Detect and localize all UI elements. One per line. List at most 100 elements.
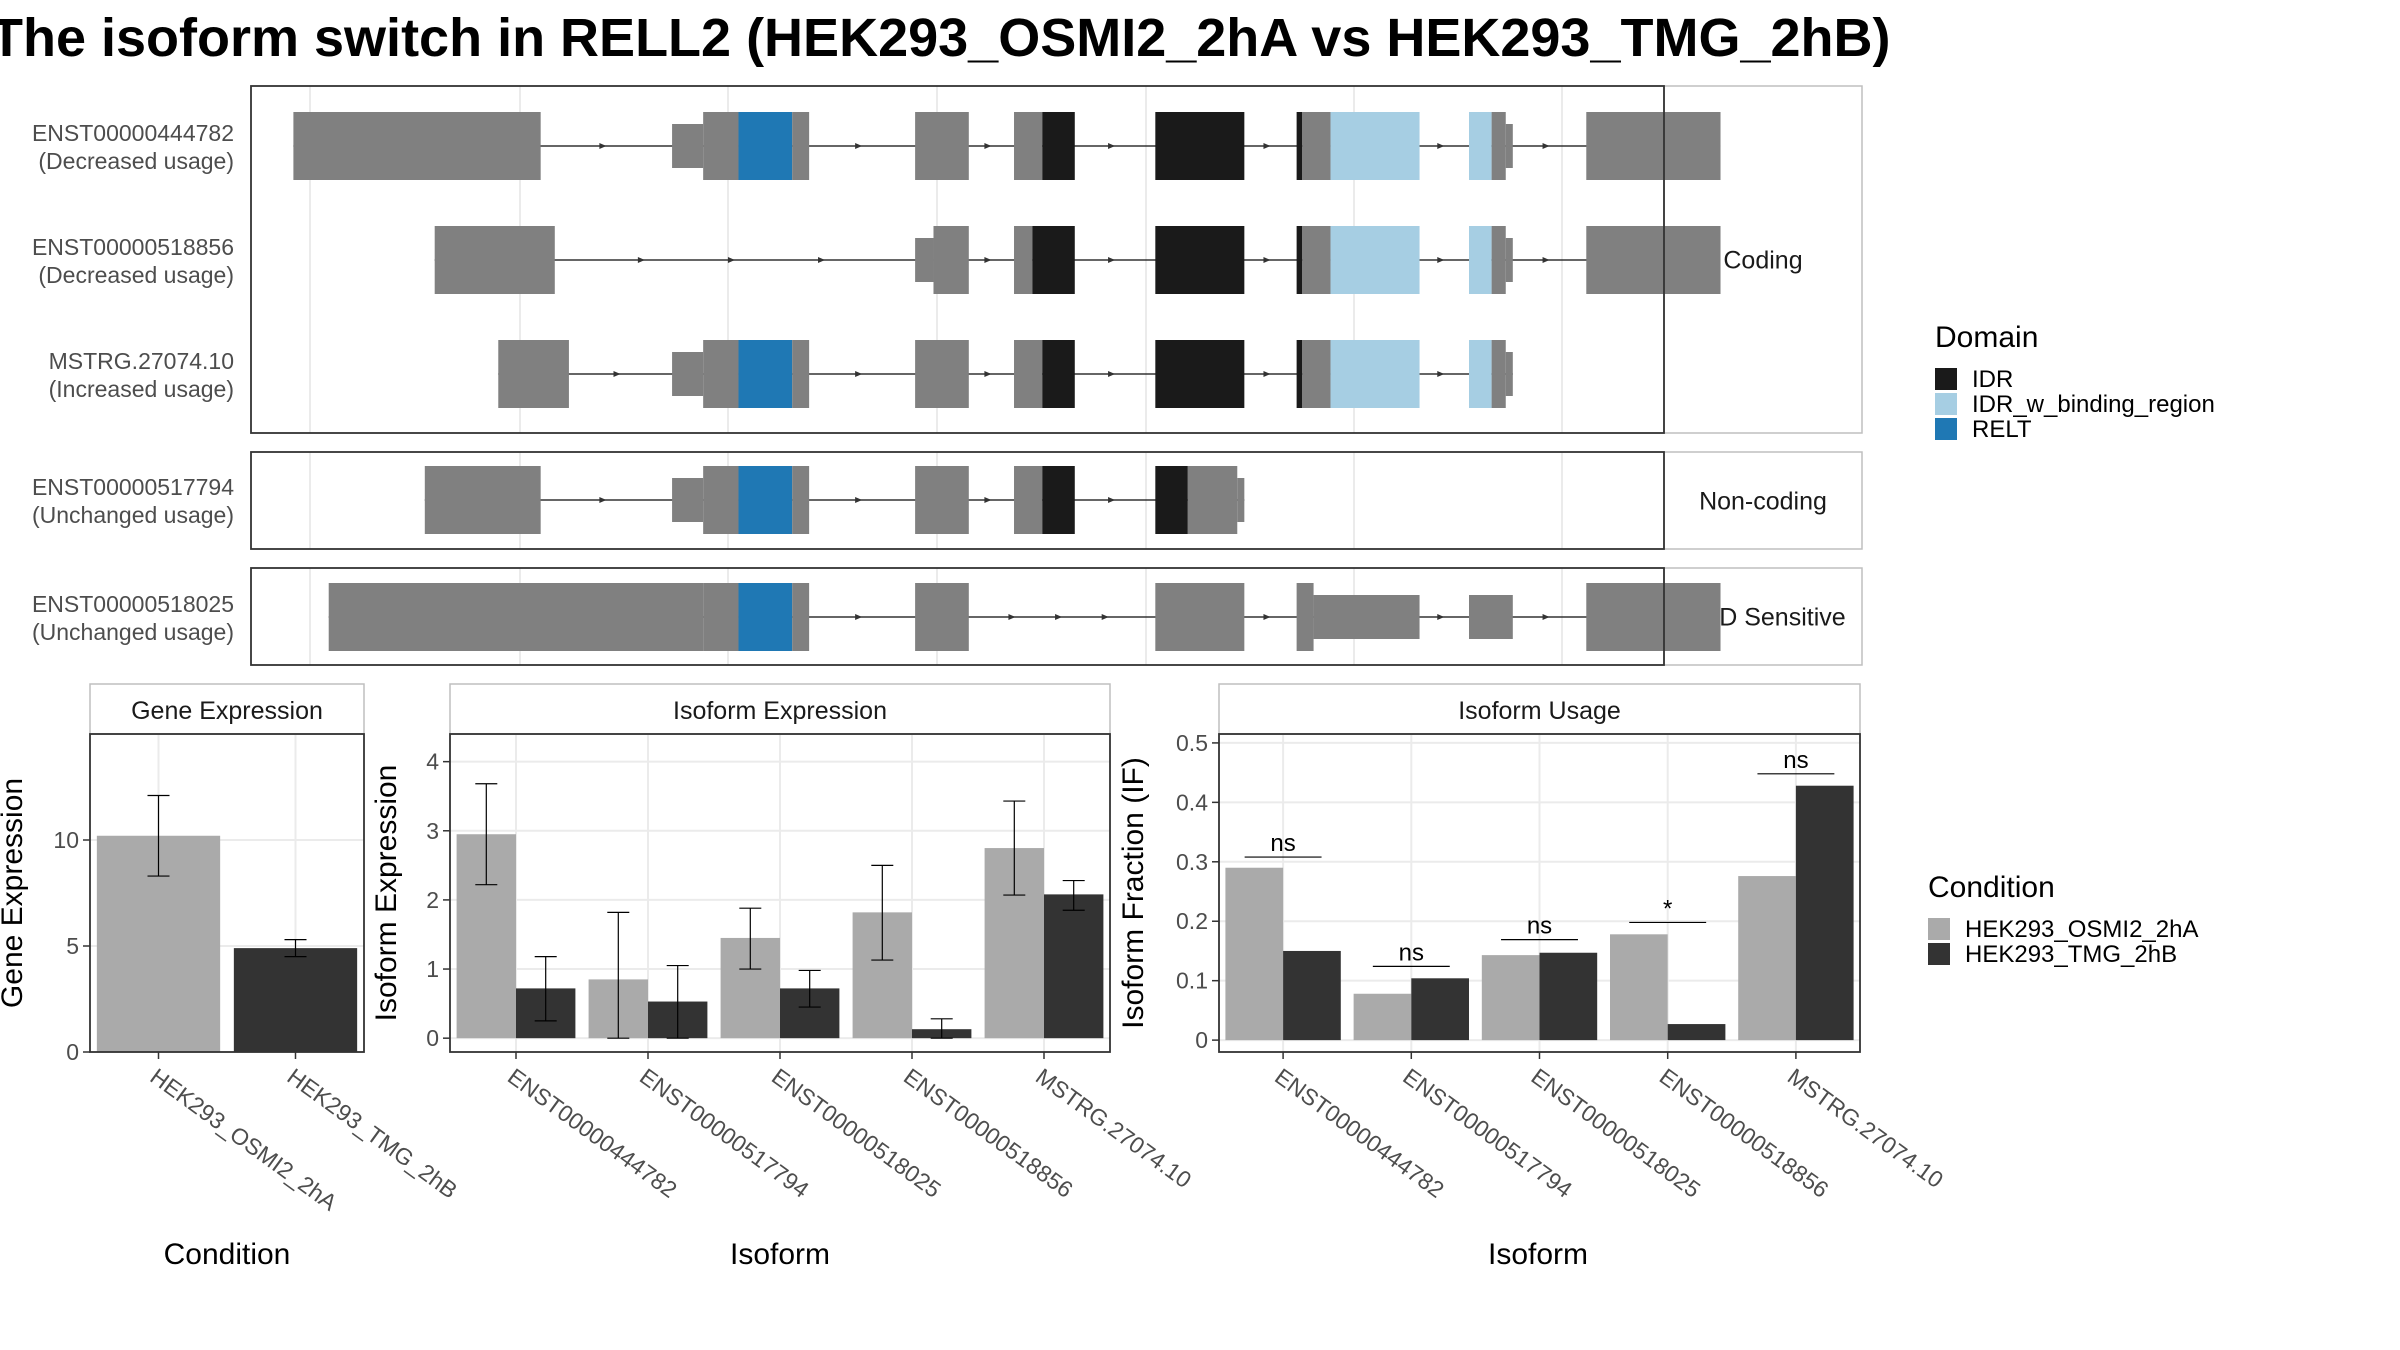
intron-arrow xyxy=(1263,257,1271,263)
segment-exon xyxy=(1505,352,1513,396)
segment-exon xyxy=(1014,112,1043,180)
segment-exon xyxy=(703,583,739,651)
segment-IDR xyxy=(1155,112,1245,180)
segment-exon xyxy=(1187,466,1238,534)
segment-exon xyxy=(915,466,969,534)
domain-legend-key-IDR xyxy=(1935,368,1957,390)
segment-exon xyxy=(672,478,704,522)
y-axis-label: Isoform Fraction (IF) xyxy=(1117,757,1150,1029)
intron-arrow xyxy=(599,497,607,503)
segment-IDR_w_binding_region xyxy=(1469,226,1492,294)
significance-label: ns xyxy=(1527,913,1552,940)
segment-exon xyxy=(792,466,810,534)
transcript-id-label: ENST00000518856 xyxy=(32,234,234,260)
transcript-ENST00000444782: ENST00000444782(Decreased usage) xyxy=(32,112,1721,180)
segment-exon xyxy=(703,340,739,408)
intron-arrow xyxy=(1108,257,1116,263)
transcript-ENST00000518856: ENST00000518856(Decreased usage) xyxy=(32,226,1721,294)
bar-ENST00000444782-HEK293_TMG_2hB xyxy=(1283,950,1341,1041)
segment-exon xyxy=(672,352,704,396)
facet-strip xyxy=(1663,451,1863,550)
y-tick-label: 0 xyxy=(1195,1027,1208,1053)
bar-MSTRG.27074.10-HEK293_OSMI2_2hA xyxy=(1738,876,1796,1041)
chart-title: Gene Expression xyxy=(131,697,323,725)
facet-label: Coding xyxy=(1723,247,1802,275)
segment-exon xyxy=(1313,595,1420,639)
intron-arrow xyxy=(855,371,863,377)
transcript-ENST00000518025: ENST00000518025(Unchanged usage) xyxy=(32,583,1721,651)
condition-legend-key-0 xyxy=(1928,918,1950,940)
segment-IDR xyxy=(1032,226,1075,294)
segment-exon xyxy=(498,340,569,408)
transcript-id-label: ENST00000518025 xyxy=(32,591,234,617)
intron-arrow xyxy=(855,143,863,149)
bar-MSTRG.27074.10-HEK293_TMG_2hB xyxy=(1044,894,1104,1039)
segment-exon xyxy=(1014,226,1033,294)
segment-IDR xyxy=(1042,340,1075,408)
y-tick-label: 3 xyxy=(426,818,439,844)
domain-legend-title: Domain xyxy=(1935,321,2038,354)
structure-plot-border xyxy=(250,451,1665,550)
segment-IDR xyxy=(1155,466,1188,534)
bar-MSTRG.27074.10-HEK293_TMG_2hB xyxy=(1795,785,1854,1041)
segment-exon xyxy=(792,340,810,408)
segment-exon xyxy=(915,238,934,282)
bar-ENST00000517794-HEK293_TMG_2hB xyxy=(1411,978,1469,1041)
transcript-id-label: ENST00000444782 xyxy=(32,120,234,146)
segment-exon xyxy=(328,583,704,651)
y-tick-label: 4 xyxy=(426,749,439,775)
y-tick-label: 0.1 xyxy=(1176,968,1208,994)
condition-legend-label: HEK293_TMG_2hB xyxy=(1965,941,2177,968)
y-tick-label: 0 xyxy=(426,1025,439,1051)
intron-arrow xyxy=(984,257,992,263)
intron-arrow xyxy=(855,497,863,503)
intron-arrow xyxy=(984,371,992,377)
intron-arrow xyxy=(1101,614,1109,620)
intron-arrow xyxy=(1437,143,1445,149)
structure-plot-border xyxy=(250,85,1665,434)
structure-plot-border xyxy=(250,567,1665,666)
significance-label: ns xyxy=(1399,939,1424,966)
intron-arrow xyxy=(1008,614,1016,620)
segment-exon xyxy=(424,466,541,534)
bar-ENST00000518025-HEK293_TMG_2hB xyxy=(1539,952,1598,1041)
segment-exon xyxy=(1302,112,1331,180)
segment-IDR xyxy=(1042,112,1075,180)
intron-arrow xyxy=(1263,614,1271,620)
segment-exon xyxy=(1586,583,1721,651)
condition-legend-key-1 xyxy=(1928,943,1950,965)
transcript-usage-label: (Unchanged usage) xyxy=(32,619,234,645)
x-axis-label: Isoform xyxy=(730,1238,830,1271)
transcript-usage-label: (Unchanged usage) xyxy=(32,502,234,528)
y-tick-label: 5 xyxy=(66,933,79,959)
bar-ENST00000518856-HEK293_OSMI2_2hA xyxy=(1610,934,1668,1041)
segment-exon xyxy=(1491,340,1506,408)
transcript-usage-label: (Decreased usage) xyxy=(38,148,234,174)
intron-arrow xyxy=(1542,257,1550,263)
significance-label: ns xyxy=(1270,830,1295,857)
segment-IDR xyxy=(1296,112,1303,180)
segment-exon xyxy=(703,112,739,180)
condition-legend-label: HEK293_OSMI2_2hA xyxy=(1965,916,2198,943)
segment-exon xyxy=(933,226,969,294)
chart-panel-border xyxy=(89,733,365,1053)
transcript-ENST00000517794: ENST00000517794(Unchanged usage) xyxy=(32,466,1245,534)
domain-legend-label: RELT xyxy=(1972,416,2032,443)
significance-label: ns xyxy=(1783,747,1808,774)
chart-title: Isoform Usage xyxy=(1458,697,1621,725)
y-tick-label: 1 xyxy=(426,956,439,982)
segment-IDR xyxy=(1155,226,1245,294)
chart-title: Isoform Expression xyxy=(673,697,887,725)
y-tick-label: 0.5 xyxy=(1176,730,1208,756)
segment-IDR xyxy=(1296,226,1303,294)
segment-exon xyxy=(915,340,969,408)
bar-ENST00000444782-HEK293_OSMI2_2hA xyxy=(1225,867,1284,1041)
segment-RELT xyxy=(738,583,793,651)
intron-arrow xyxy=(1437,257,1445,263)
intron-arrow xyxy=(1263,143,1271,149)
intron-arrow xyxy=(613,371,621,377)
segment-exon xyxy=(1505,124,1513,168)
